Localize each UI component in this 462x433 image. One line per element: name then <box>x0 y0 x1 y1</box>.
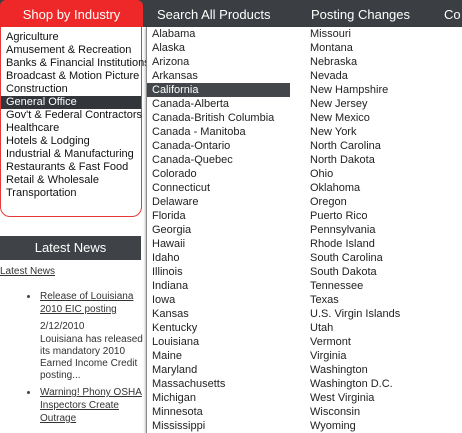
news-date: 2/12/2010 <box>40 321 85 332</box>
latest-news-header: Latest News <box>0 236 141 260</box>
state-item[interactable]: Idaho <box>152 252 180 264</box>
industry-item[interactable]: Retail & Wholesale <box>6 174 99 186</box>
state-item[interactable]: Maine <box>152 350 182 362</box>
state-item[interactable]: U.S. Virgin Islands <box>310 308 401 320</box>
nav-item-truncated[interactable]: Co <box>444 7 461 22</box>
industry-dropdown: Agriculture Amusement & Recreation Banks &… <box>0 27 150 217</box>
state-item[interactable]: New Mexico <box>310 112 370 124</box>
state-item[interactable]: Oklahoma <box>310 182 361 194</box>
state-item[interactable]: Utah <box>310 322 334 334</box>
state-item[interactable]: Arkansas <box>152 70 198 82</box>
state-item[interactable]: Michigan <box>152 392 197 404</box>
news-excerpt: Louisiana has released its mandatory 201… <box>40 334 143 381</box>
top-nav: Shop by Industry Search All Products Pos… <box>0 0 462 27</box>
state-item[interactable]: Nebraska <box>310 56 358 68</box>
nav-search-all-products[interactable]: Search All Products <box>157 7 271 22</box>
industry-list: Agriculture Amusement & Recreation Banks &… <box>1 31 150 200</box>
state-item[interactable]: Minnesota <box>152 406 203 418</box>
industry-item[interactable]: Amusement & Recreation <box>6 44 132 56</box>
state-item[interactable]: New Jersey <box>310 98 368 110</box>
industry-item[interactable]: Construction <box>6 83 68 95</box>
state-item[interactable]: Canada-Quebec <box>152 154 233 166</box>
state-item[interactable]: Canada-Ontario <box>152 140 231 152</box>
state-item[interactable]: Indiana <box>152 280 189 292</box>
state-item[interactable]: Canada - Manitoba <box>152 126 246 138</box>
state-item[interactable]: Ohio <box>310 168 334 180</box>
state-item[interactable]: Georgia <box>152 224 192 236</box>
states-column-left: Alabama Alaska Arizona Arkansas California Ca… <box>147 27 290 433</box>
state-item[interactable]: Alabama <box>152 28 196 40</box>
state-item[interactable]: West Virginia <box>310 392 375 404</box>
bullet-icon <box>27 295 30 298</box>
industry-item[interactable]: Agriculture <box>6 31 59 43</box>
state-item[interactable]: Kansas <box>152 308 189 320</box>
state-item[interactable]: North Carolina <box>310 140 381 152</box>
state-item[interactable]: Arizona <box>152 56 190 68</box>
state-item[interactable]: Texas <box>310 294 339 306</box>
state-item[interactable]: Washington <box>310 364 368 376</box>
state-item[interactable]: Alaska <box>152 42 186 54</box>
state-item[interactable]: Maryland <box>152 364 198 376</box>
bullet-icon <box>27 391 30 394</box>
state-item[interactable]: Kentucky <box>152 322 198 334</box>
state-item[interactable]: Canada-British Columbia <box>152 112 275 124</box>
state-item[interactable]: Puerto Rico <box>310 210 368 222</box>
states-column-right: Missouri Montana Nebraska Nevada New Hampshi… <box>305 27 455 433</box>
state-item[interactable]: Massachusetts <box>152 378 226 390</box>
industry-item[interactable]: Gov't & Federal Contractors <box>6 109 142 121</box>
industry-item[interactable]: Banks & Financial Institutions <box>6 57 150 69</box>
state-item[interactable]: Iowa <box>152 294 176 306</box>
state-item[interactable]: Hawaii <box>152 238 186 250</box>
state-item[interactable]: Wisconsin <box>310 406 361 418</box>
state-item[interactable]: Colorado <box>152 168 197 180</box>
state-item[interactable]: Delaware <box>152 196 199 208</box>
state-item[interactable]: Oregon <box>310 196 347 208</box>
state-item[interactable]: North Dakota <box>310 154 375 166</box>
state-item[interactable]: California <box>147 83 290 97</box>
industry-item[interactable]: Healthcare <box>6 122 60 134</box>
latest-news-link[interactable]: Latest News <box>0 266 56 277</box>
industry-item[interactable]: General Office <box>1 96 141 109</box>
state-item[interactable]: Florida <box>152 210 186 222</box>
news-title-link[interactable]: Warning! Phony OSHA Inspectors Create Ou… <box>40 387 142 424</box>
industry-item[interactable]: Transportation <box>6 187 77 199</box>
industry-item[interactable]: Hotels & Lodging <box>6 135 90 147</box>
states-dropdown: Alabama Alaska Arizona Arkansas California Ca… <box>146 27 462 433</box>
state-item[interactable]: South Carolina <box>310 252 383 264</box>
state-item[interactable]: Virginia <box>310 350 347 362</box>
state-item[interactable]: Connecticut <box>152 182 211 194</box>
state-item[interactable]: Vermont <box>310 336 351 348</box>
state-item[interactable]: Canada-Alberta <box>152 98 230 110</box>
nav-shop-by-industry[interactable]: Shop by Industry <box>0 0 143 27</box>
state-item[interactable]: Missouri <box>310 28 351 40</box>
state-item[interactable]: South Dakota <box>310 266 377 278</box>
industry-item[interactable]: Broadcast & Motion Picture <box>6 70 140 82</box>
state-item[interactable]: Rhode Island <box>310 238 375 250</box>
industry-item[interactable]: Restaurants & Fast Food <box>6 161 129 173</box>
state-item[interactable]: New Hampshire <box>310 84 389 96</box>
state-item[interactable]: Wyoming <box>310 420 356 432</box>
state-item[interactable]: Tennessee <box>310 280 364 292</box>
state-item[interactable]: Pennsylvania <box>310 224 376 236</box>
state-item[interactable]: Mississippi <box>152 420 206 432</box>
state-item[interactable]: New York <box>310 126 357 138</box>
state-item[interactable]: Illinois <box>152 266 183 278</box>
state-item[interactable]: Nevada <box>310 70 348 82</box>
state-item[interactable]: Washington D.C. <box>310 378 393 390</box>
news-title-link[interactable]: Release of Louisiana 2010 EIC posting <box>40 291 134 315</box>
nav-posting-changes[interactable]: Posting Changes <box>311 7 411 22</box>
industry-item[interactable]: Industrial & Manufacturing <box>6 148 134 160</box>
state-item[interactable]: Louisiana <box>152 336 200 348</box>
state-item[interactable]: Montana <box>310 42 353 54</box>
